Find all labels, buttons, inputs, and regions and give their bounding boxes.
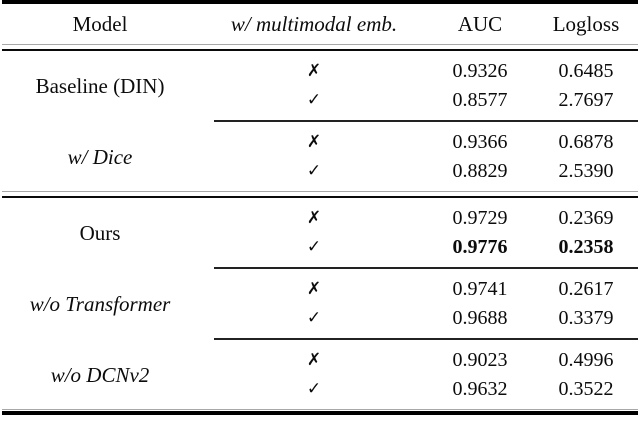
model-name: Baseline (DIN) <box>35 73 165 98</box>
logloss-value: 0.2617 <box>558 278 614 300</box>
check-icon: ✓ <box>306 379 322 399</box>
check-icon: ✓ <box>306 90 322 110</box>
model-name: w/ Dice <box>67 144 133 169</box>
table-row: ✗ 0.9729 0.2369 <box>200 204 640 233</box>
auc-value: 0.9776 <box>452 236 508 258</box>
header-auc: AUC <box>457 11 503 36</box>
auc-value: 0.9729 <box>452 207 508 229</box>
logloss-value: 2.7697 <box>558 89 614 111</box>
model-group: Ours ✗ 0.9729 0.2369 ✓ 0.9776 0.2358 <box>0 198 640 267</box>
logloss-value: 0.6878 <box>558 131 614 153</box>
cross-icon: ✗ <box>306 132 322 152</box>
table-bottom-rule <box>2 409 638 415</box>
section-separator-rule <box>2 191 638 198</box>
table-row: ✓ 0.8829 2.5390 <box>200 157 640 186</box>
group-rows: ✗ 0.9366 0.6878 ✓ 0.8829 2.5390 <box>200 128 640 186</box>
logloss-value: 0.2369 <box>558 207 614 229</box>
model-name: w/o Transformer <box>29 291 171 316</box>
header-separator-rule <box>2 44 638 51</box>
table-row: ✗ 0.9023 0.4996 <box>200 346 640 375</box>
header-logloss: Logloss <box>552 11 620 36</box>
auc-value: 0.9741 <box>452 278 508 300</box>
auc-value: 0.9023 <box>452 349 508 371</box>
auc-value: 0.9366 <box>452 131 508 153</box>
model-group: Baseline (DIN) ✗ 0.9326 0.6485 ✓ 0.8577 2.7697 <box>0 51 640 120</box>
model-name: w/o DCNv2 <box>50 362 150 387</box>
auc-value: 0.9688 <box>452 307 508 329</box>
auc-value: 0.8829 <box>452 160 508 182</box>
logloss-value: 0.3522 <box>558 378 614 400</box>
partial-rule <box>214 120 638 122</box>
model-name: Ours <box>79 220 121 245</box>
table-header-row: Model w/ multimodal emb. AUC Logloss <box>0 4 640 44</box>
group-rows: ✗ 0.9023 0.4996 ✓ 0.9632 0.3522 <box>200 346 640 404</box>
header-model: Model <box>72 11 128 36</box>
partial-rule <box>214 267 638 269</box>
table-row: ✗ 0.9741 0.2617 <box>200 275 640 304</box>
check-icon: ✓ <box>306 161 322 181</box>
auc-value: 0.9632 <box>452 378 508 400</box>
group-rows: ✗ 0.9741 0.2617 ✓ 0.9688 0.3379 <box>200 275 640 333</box>
cross-icon: ✗ <box>306 208 322 228</box>
auc-value: 0.9326 <box>452 60 508 82</box>
logloss-value: 0.2358 <box>558 236 614 258</box>
table-row: ✗ 0.9366 0.6878 <box>200 128 640 157</box>
logloss-value: 0.4996 <box>558 349 614 371</box>
logloss-value: 2.5390 <box>558 160 614 182</box>
logloss-value: 0.6485 <box>558 60 614 82</box>
model-group: w/o DCNv2 ✗ 0.9023 0.4996 ✓ 0.9632 0.3522 <box>0 340 640 409</box>
table-row: ✓ 0.9688 0.3379 <box>200 304 640 333</box>
cross-icon: ✗ <box>306 61 322 81</box>
model-group: w/ Dice ✗ 0.9366 0.6878 ✓ 0.8829 2.5390 <box>0 122 640 191</box>
check-icon: ✓ <box>306 237 322 257</box>
group-rows: ✗ 0.9729 0.2369 ✓ 0.9776 0.2358 <box>200 204 640 262</box>
table-row: ✗ 0.9326 0.6485 <box>200 57 640 86</box>
partial-rule <box>214 338 638 340</box>
header-multimodal-emb: w/ multimodal emb. <box>230 11 398 36</box>
table-row: ✓ 0.9776 0.2358 <box>200 233 640 262</box>
auc-value: 0.8577 <box>452 89 508 111</box>
check-icon: ✓ <box>306 308 322 328</box>
cross-icon: ✗ <box>306 350 322 370</box>
logloss-value: 0.3379 <box>558 307 614 329</box>
group-rows: ✗ 0.9326 0.6485 ✓ 0.8577 2.7697 <box>200 57 640 115</box>
table-row: ✓ 0.9632 0.3522 <box>200 375 640 404</box>
table-row: ✓ 0.8577 2.7697 <box>200 86 640 115</box>
table-body: Baseline (DIN) ✗ 0.9326 0.6485 ✓ 0.8577 2.7697… <box>0 51 640 409</box>
cross-icon: ✗ <box>306 279 322 299</box>
table-top-rule <box>2 0 638 4</box>
model-group: w/o Transformer ✗ 0.9741 0.2617 ✓ 0.9688 0.337… <box>0 269 640 338</box>
